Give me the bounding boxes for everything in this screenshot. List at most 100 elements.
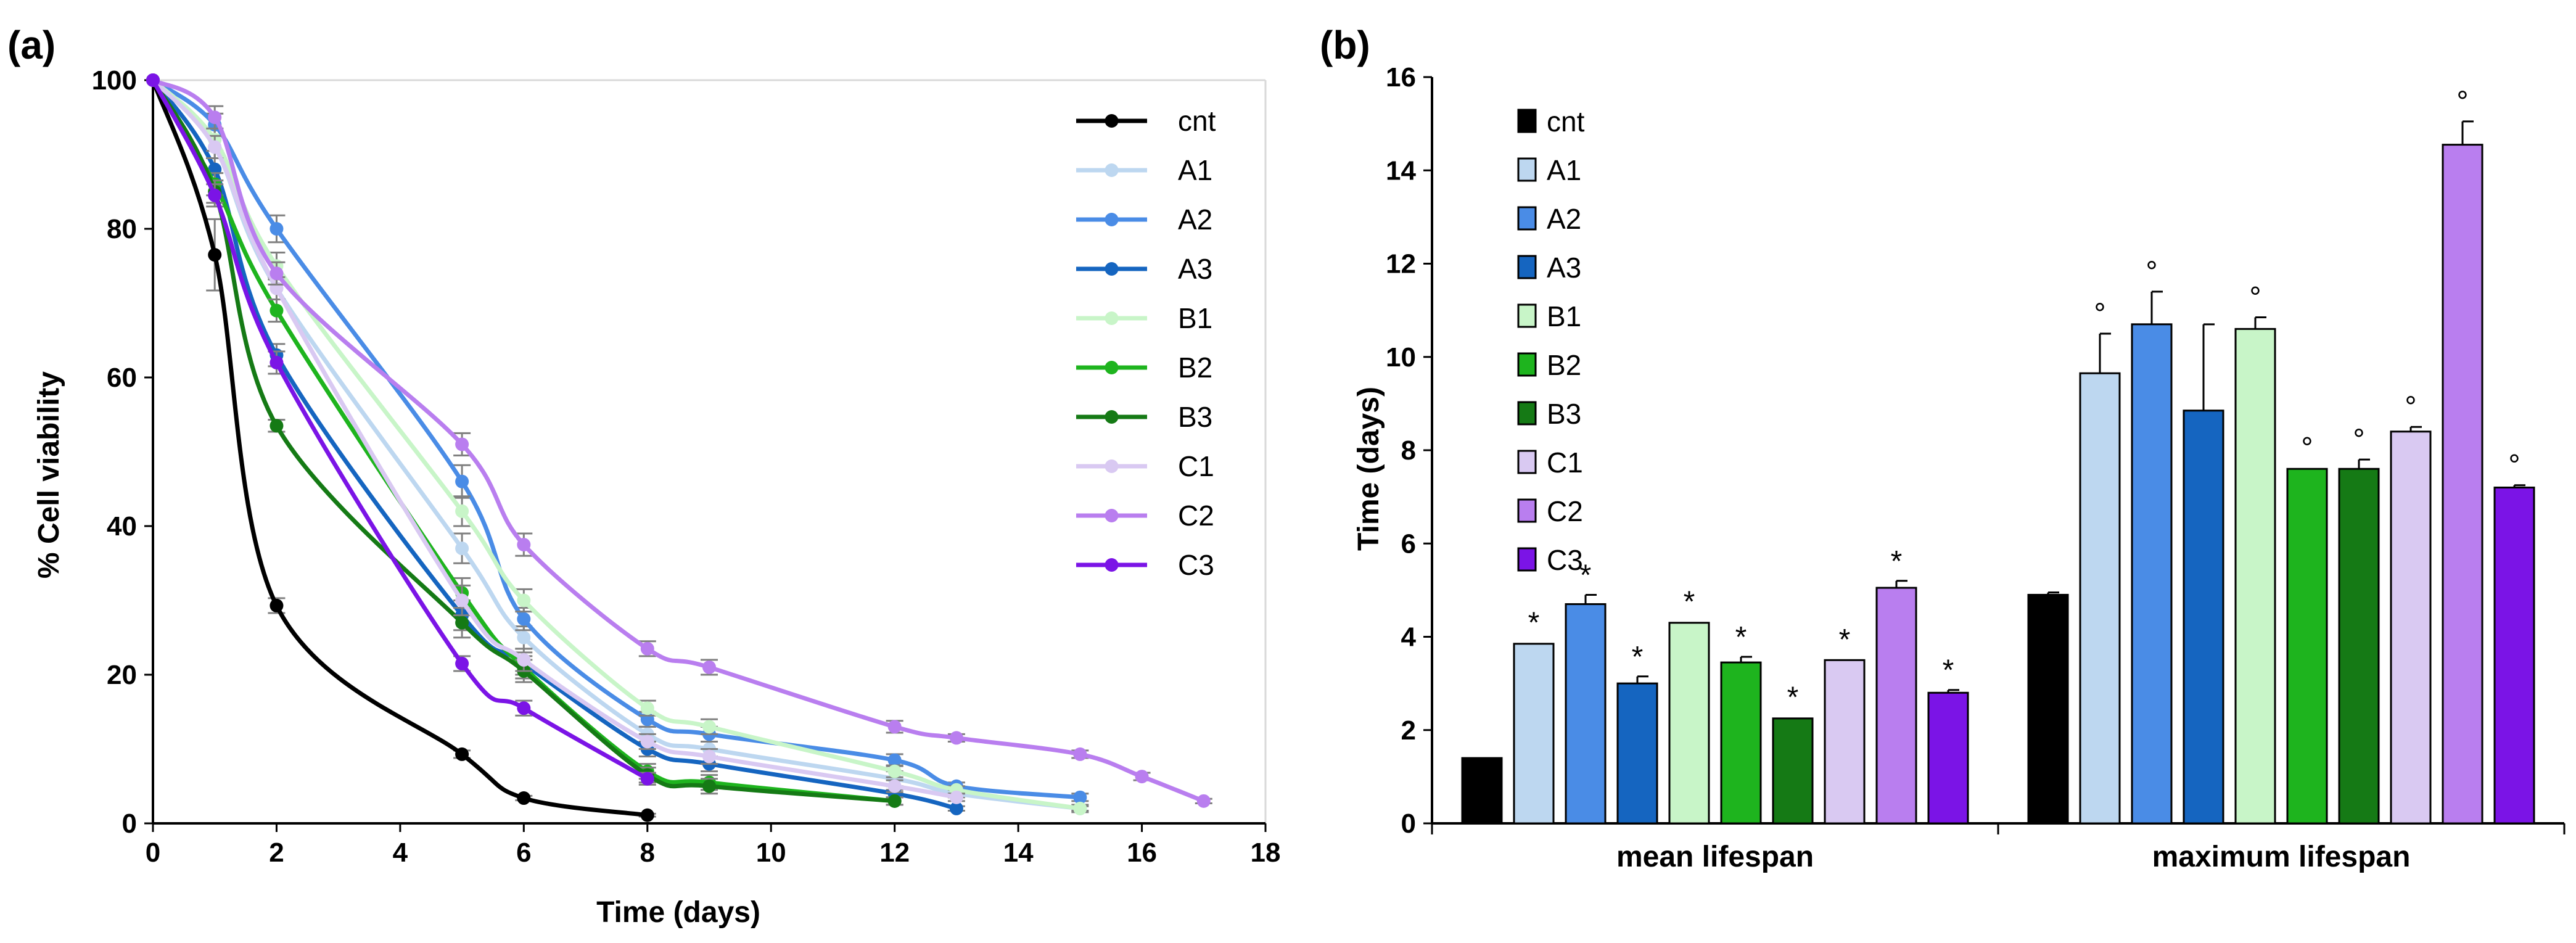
y-tick-label: 16 bbox=[1386, 62, 1416, 93]
data-point bbox=[640, 772, 654, 786]
legend-item-A1: A1 bbox=[1517, 154, 1581, 186]
bar-cnt bbox=[2027, 591, 2069, 825]
data-point bbox=[270, 419, 284, 433]
bar-cnt bbox=[1461, 757, 1503, 825]
legend-item-A2: A2 bbox=[1076, 204, 1212, 236]
bar-rect bbox=[2442, 144, 2483, 825]
series-C2 bbox=[146, 73, 1212, 808]
bar-rect bbox=[1565, 603, 1607, 825]
data-point bbox=[517, 593, 531, 607]
significance-marker: * bbox=[1632, 641, 1644, 673]
bar-rect bbox=[2286, 467, 2328, 825]
data-point bbox=[455, 504, 469, 518]
bar-rect bbox=[2390, 430, 2432, 825]
bar-rect bbox=[1616, 682, 1658, 825]
y-tick-label: 40 bbox=[107, 511, 137, 542]
series-cnt bbox=[146, 73, 656, 822]
significance-marker: * bbox=[1684, 586, 1695, 619]
legend-swatch bbox=[1517, 547, 1537, 572]
legend-label: B3 bbox=[1178, 401, 1212, 433]
legend-item-cnt: cnt bbox=[1517, 105, 1585, 138]
legend-label: A3 bbox=[1178, 253, 1212, 285]
legend-item-cnt: cnt bbox=[1076, 105, 1216, 137]
bar-rect bbox=[1513, 643, 1555, 825]
series-line-B2 bbox=[150, 79, 895, 804]
data-point bbox=[146, 73, 160, 87]
series-line-cnt bbox=[150, 79, 648, 818]
legend-item-B3: B3 bbox=[1076, 401, 1212, 433]
legend-label: A2 bbox=[1178, 204, 1212, 236]
legend-item-B3: B3 bbox=[1517, 398, 1581, 430]
bar-B3: * bbox=[1772, 682, 1814, 825]
legend-swatch bbox=[1517, 255, 1537, 279]
data-point bbox=[455, 542, 469, 556]
data-point bbox=[887, 753, 902, 767]
legend-item-C1: C1 bbox=[1076, 450, 1214, 482]
bar-rect bbox=[1720, 661, 1762, 825]
data-point bbox=[517, 612, 531, 626]
bar-rect bbox=[1461, 757, 1503, 825]
data-point bbox=[640, 808, 654, 822]
legend-swatch-marker bbox=[1105, 114, 1119, 128]
data-point bbox=[270, 598, 284, 612]
legend-item-A2: A2 bbox=[1517, 203, 1581, 235]
data-point bbox=[455, 474, 469, 488]
legend-label: B2 bbox=[1178, 352, 1212, 384]
legend-swatch bbox=[1517, 109, 1537, 133]
significance-marker: ° bbox=[2301, 432, 2313, 465]
legend-item-C2: C2 bbox=[1517, 495, 1583, 527]
data-point bbox=[1196, 794, 1211, 808]
legend-swatch-marker bbox=[1105, 262, 1119, 276]
legend-label: B1 bbox=[1547, 300, 1581, 332]
x-tick-label: 14 bbox=[1003, 838, 1034, 868]
data-point bbox=[1135, 770, 1149, 784]
bar-C1: ° bbox=[2390, 391, 2432, 825]
legend-label: C1 bbox=[1178, 450, 1214, 482]
y-axis-title: % Cell viability bbox=[33, 371, 65, 579]
bar-rect bbox=[2079, 372, 2121, 825]
series-line-A2 bbox=[151, 78, 1080, 800]
bar-C2: * bbox=[1875, 545, 1917, 825]
y-tick-label: 60 bbox=[107, 363, 137, 393]
bar-C1: * bbox=[1824, 624, 1866, 825]
data-point bbox=[702, 779, 716, 793]
legend-item-A1: A1 bbox=[1076, 154, 1212, 186]
bar-rect bbox=[1772, 717, 1814, 825]
data-point bbox=[640, 701, 654, 715]
legend-label: A1 bbox=[1547, 154, 1581, 186]
bar-rect bbox=[1875, 587, 1917, 825]
data-point bbox=[455, 437, 469, 451]
legend-swatch bbox=[1517, 352, 1537, 377]
data-point bbox=[517, 630, 531, 644]
significance-marker: * bbox=[1787, 682, 1799, 714]
bar-B1: * bbox=[1668, 586, 1710, 825]
legend-item-B2: B2 bbox=[1517, 349, 1581, 381]
data-point bbox=[1073, 747, 1087, 761]
data-point bbox=[208, 188, 222, 202]
significance-marker: ° bbox=[2249, 281, 2261, 314]
bar-rect bbox=[2131, 323, 2173, 825]
legend-swatch-marker bbox=[1105, 459, 1119, 473]
legend-item-A3: A3 bbox=[1517, 252, 1581, 284]
category-label: maximum lifespan bbox=[2152, 841, 2411, 873]
y-tick-label: 14 bbox=[1386, 155, 1416, 186]
legend-item-C2: C2 bbox=[1076, 500, 1214, 532]
legend-label: C2 bbox=[1178, 500, 1214, 532]
data-point bbox=[270, 266, 284, 281]
legend-item-A3: A3 bbox=[1076, 253, 1212, 285]
bar-rect bbox=[2183, 410, 2224, 825]
y-tick-label: 12 bbox=[1386, 249, 1416, 279]
significance-marker: * bbox=[1580, 559, 1592, 591]
data-point bbox=[887, 779, 902, 793]
legend-swatch-marker bbox=[1105, 163, 1119, 177]
panel-label-a: (a) bbox=[7, 23, 56, 67]
x-tick-label: 6 bbox=[516, 838, 531, 868]
data-point bbox=[455, 747, 469, 761]
data-point bbox=[702, 749, 716, 764]
bar-C2: ° bbox=[2442, 86, 2483, 825]
y-tick-label: 100 bbox=[92, 65, 137, 96]
y-tick-label: 20 bbox=[107, 660, 137, 690]
data-point bbox=[702, 720, 716, 734]
bar-B2: ° bbox=[2286, 432, 2328, 825]
series-line-C1 bbox=[151, 78, 957, 800]
